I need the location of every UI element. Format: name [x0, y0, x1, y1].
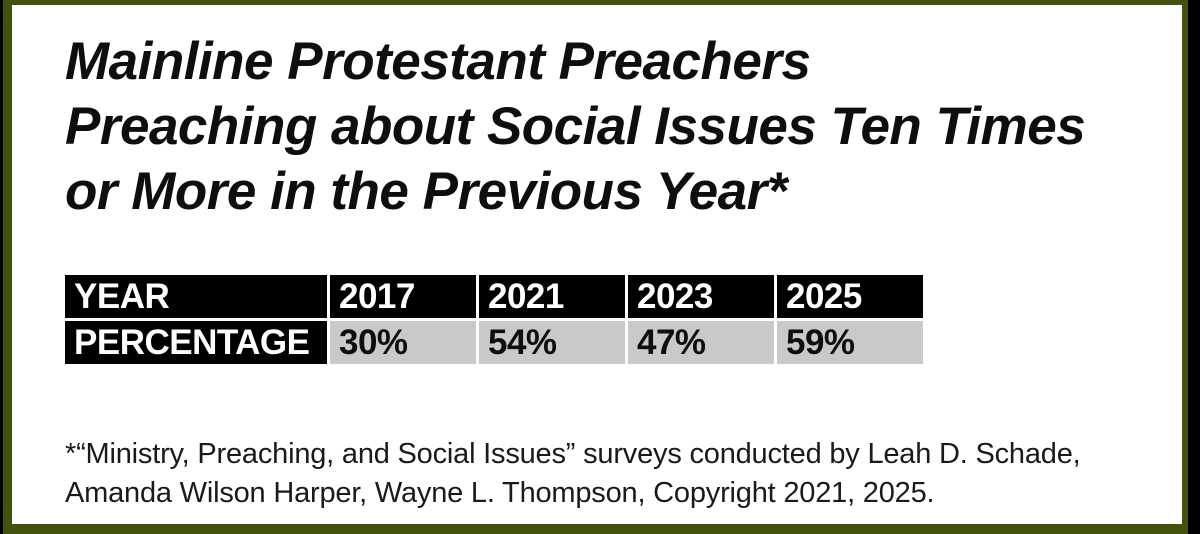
- footnote-line-1: *“Ministry, Preaching, and Social Issues…: [65, 438, 1081, 470]
- table-header-year-2017: 2017: [330, 275, 476, 318]
- table-header-year-2025: 2025: [777, 275, 923, 318]
- percentage-cell-2025: 59%: [777, 321, 923, 364]
- table-row-percentage-label: PERCENTAGE: [65, 321, 327, 364]
- survey-results-table: YEAR 2017 2021 2023 2025 PERCENTAGE 30% …: [65, 275, 923, 364]
- title-line-1: Mainline Protestant Preachers: [65, 32, 811, 91]
- title-line-2: Preaching about Social Issues Ten Times: [65, 97, 1086, 156]
- percentage-cell-2017: 30%: [330, 321, 476, 364]
- percentage-cell-2021: 54%: [479, 321, 625, 364]
- slide-title: Mainline Protestant Preachers Preaching …: [65, 29, 1086, 224]
- table-header-year-label: YEAR: [65, 275, 327, 318]
- table-header-year-2021: 2021: [479, 275, 625, 318]
- percentage-cell-2023: 47%: [628, 321, 774, 364]
- slide-card: Mainline Protestant Preachers Preaching …: [3, 0, 1188, 534]
- table-header-year-2023: 2023: [628, 275, 774, 318]
- title-line-3: or More in the Previous Year*: [65, 162, 787, 221]
- source-footnote: *“Ministry, Preaching, and Social Issues…: [65, 435, 1081, 513]
- slide-content: Mainline Protestant Preachers Preaching …: [12, 5, 1182, 524]
- footnote-line-2: Amanda Wilson Harper, Wayne L. Thompson,…: [65, 477, 935, 509]
